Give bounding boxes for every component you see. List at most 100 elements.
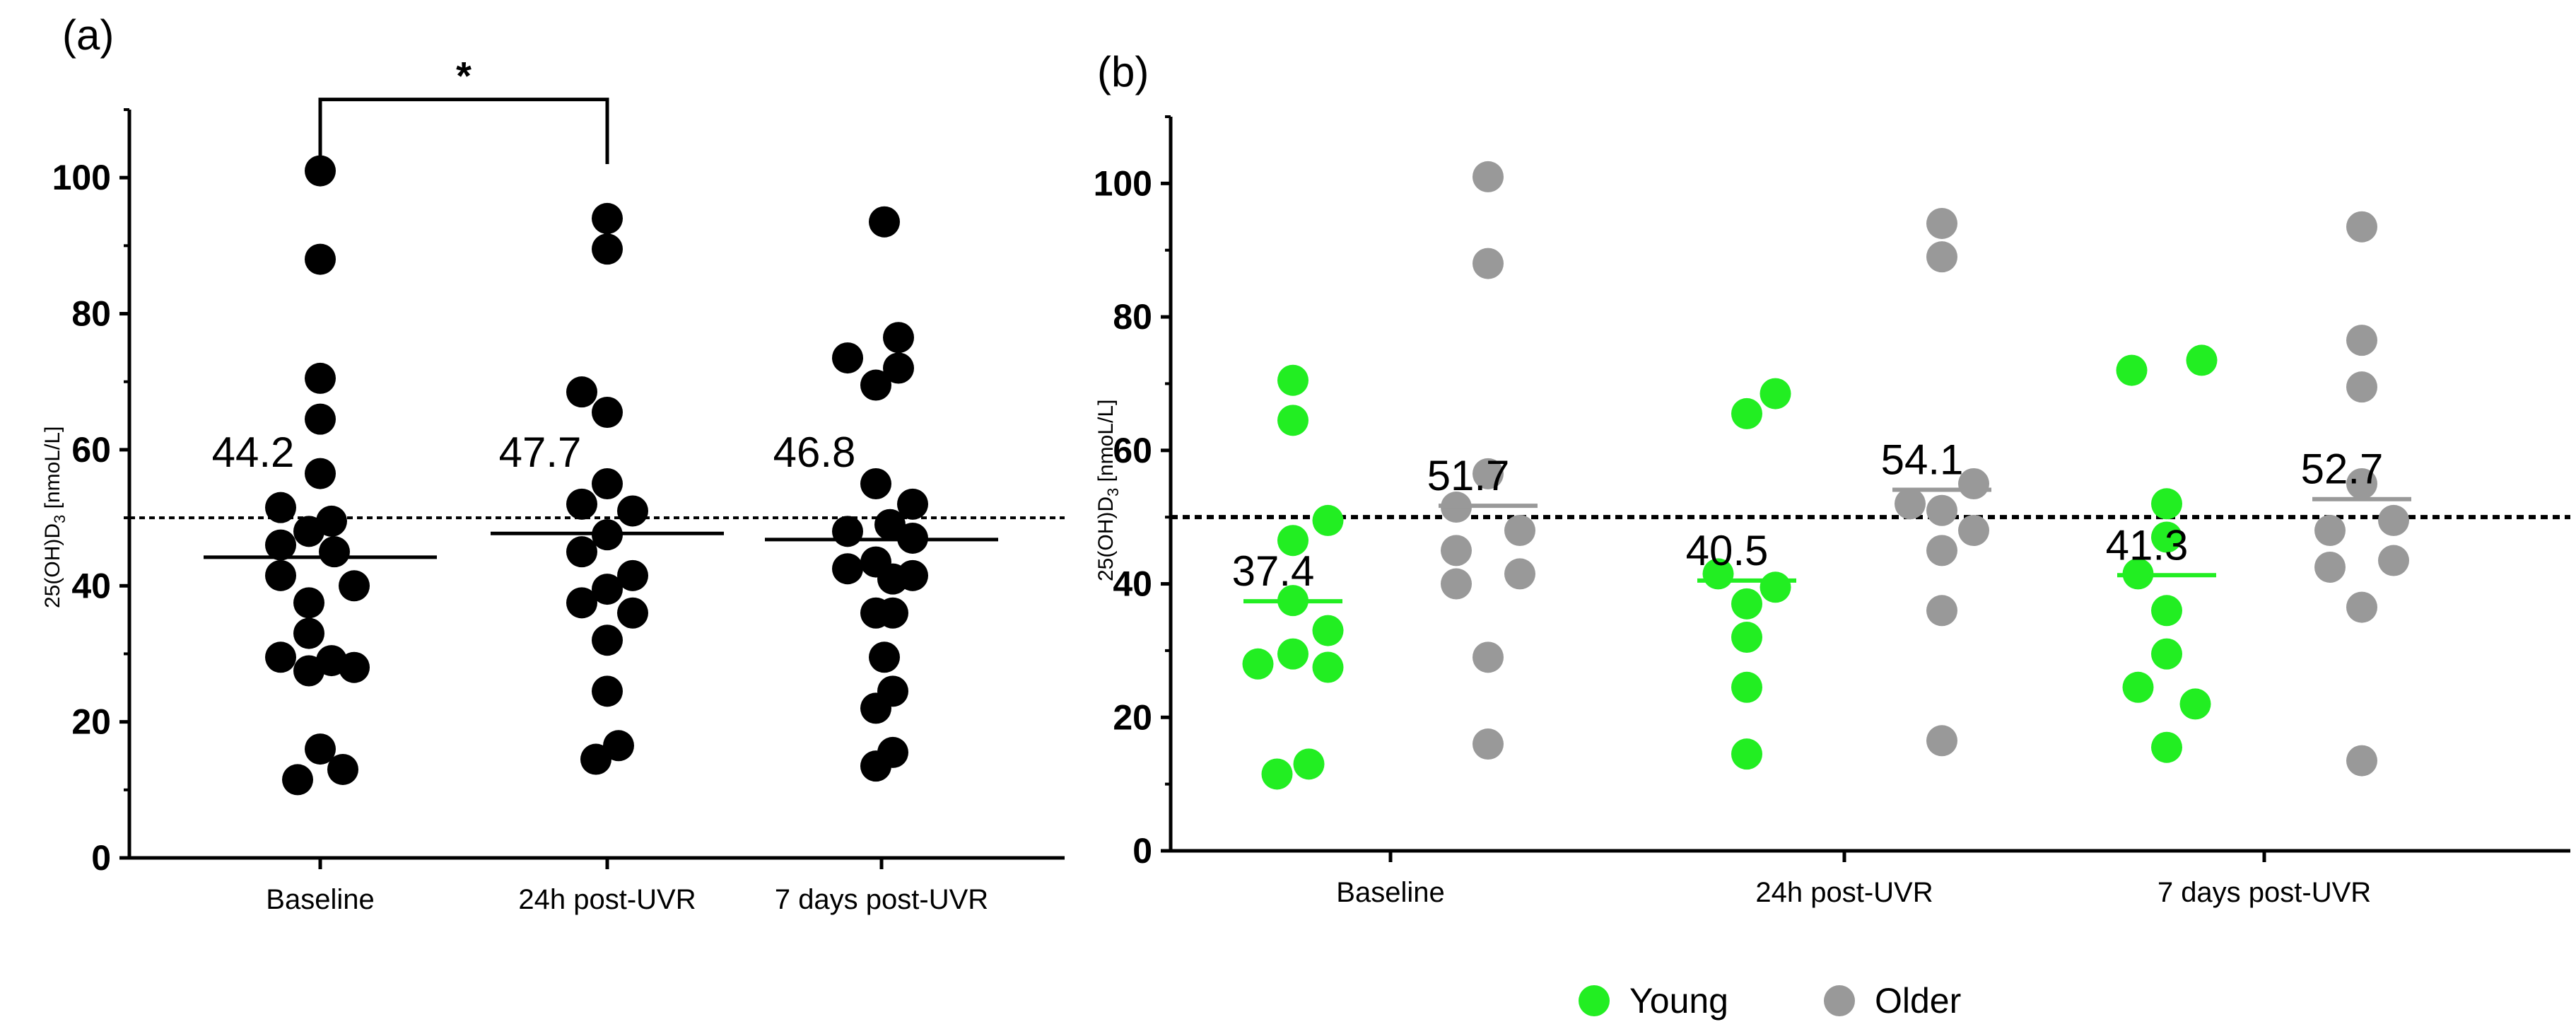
panel-b-mean-label-older-24h-post-uvr: 54.1	[1881, 436, 1964, 483]
panel-b-point-young-baseline-1	[1277, 405, 1309, 436]
panel-a-point-7-days-post-uvr-1	[883, 322, 914, 354]
panel-b-point-young-7-days-post-uvr-2	[2151, 488, 2182, 520]
panel-b-point-older-24h-post-uvr-5	[1926, 535, 1957, 567]
panel-a-point-24h-post-uvr-10	[592, 574, 623, 605]
panel-a-point-24h-post-uvr-12	[617, 597, 648, 629]
panel-b-y-tick-label-20: 20	[1113, 697, 1152, 737]
panel-a-point-baseline-8	[265, 529, 296, 561]
panel-a-point-24h-post-uvr-1	[592, 233, 623, 265]
panel-b-x-tick-label-baseline: Baseline	[1336, 877, 1444, 908]
panel-b-point-young-baseline-10	[1261, 758, 1293, 790]
panel-b-point-older-7-days-post-uvr-8	[2346, 591, 2377, 623]
panel-a-point-7-days-post-uvr-13	[877, 563, 908, 595]
panel-a-point-24h-post-uvr-5	[566, 488, 597, 520]
panel-a-point-baseline-7	[293, 516, 324, 547]
panel-a-point-7-days-post-uvr-0	[869, 206, 900, 238]
panel-a-point-7-days-post-uvr-6	[897, 488, 928, 520]
panel-b-point-older-baseline-7	[1504, 558, 1535, 590]
panel-b-point-young-24h-post-uvr-4	[1731, 588, 1762, 620]
panel-b-point-young-24h-post-uvr-6	[1731, 671, 1762, 703]
panel-b-point-older-24h-post-uvr-1	[1926, 241, 1957, 273]
panel-b-y-tick-label-60: 60	[1113, 431, 1152, 470]
panel-a-y-tick-label-40: 40	[71, 566, 111, 605]
panel-a-point-24h-post-uvr-13	[592, 625, 623, 656]
panel-a-label: (a)	[62, 11, 114, 59]
panel-b-point-older-24h-post-uvr-2	[1895, 488, 1926, 520]
panel-a-point-baseline-10	[265, 559, 296, 591]
panel-a-point-baseline-9	[319, 536, 350, 568]
panel-a-point-baseline-1	[305, 243, 336, 275]
legend-older-marker	[1824, 985, 1855, 1016]
panel-a-point-baseline-11	[339, 570, 370, 602]
panel-a-point-baseline-18	[305, 733, 336, 765]
panel-a-point-baseline-12	[293, 587, 324, 619]
panel-a-y-tick-label-80: 80	[71, 294, 111, 334]
panel-b-point-young-7-days-post-uvr-1	[2186, 344, 2218, 376]
panel-a-point-24h-post-uvr-4	[592, 468, 623, 499]
panel-b-y-tick-label-0: 0	[1132, 831, 1152, 871]
panel-b-point-older-7-days-post-uvr-9	[2346, 745, 2377, 777]
legend-young-label: Young	[1629, 981, 1728, 1021]
panel-b-y-tick-label-80: 80	[1113, 297, 1152, 337]
panel-b-point-young-baseline-6	[1277, 638, 1309, 670]
panel-b-y-tick-label-100: 100	[1094, 163, 1152, 203]
panel-b-point-young-baseline-5	[1312, 615, 1344, 646]
panel-b-y-axis-title: 25(OH)D3 [nmoL/L]	[1094, 400, 1122, 581]
panel-a-mean-label-baseline: 44.2	[212, 429, 295, 476]
panel-b-y-tick-label-40: 40	[1113, 564, 1152, 604]
legend-young-marker	[1579, 985, 1610, 1016]
panel-b-mean-label-young-7-days-post-uvr: 41.3	[2106, 521, 2189, 569]
panel-a-point-7-days-post-uvr-20	[860, 750, 891, 782]
panel-a-point-7-days-post-uvr-4	[860, 369, 891, 401]
panel-b-point-older-24h-post-uvr-7	[1926, 595, 1957, 627]
panel-b-point-young-7-days-post-uvr-8	[2179, 688, 2211, 720]
panel-a-point-baseline-4	[305, 458, 336, 489]
panel-a-y-tick-label-20: 20	[71, 702, 111, 742]
panel-b-x-tick-label-24h-post-uvr: 24h post-UVR	[1755, 877, 1933, 908]
panel-a-point-7-days-post-uvr-2	[832, 342, 863, 374]
panel-a-y-tick-label-100: 100	[52, 158, 111, 197]
panel-a-point-7-days-post-uvr-16	[869, 641, 900, 673]
panel-b-point-older-7-days-post-uvr-4	[2314, 515, 2346, 547]
panel-b-point-older-7-days-post-uvr-0	[2346, 211, 2377, 243]
panel-a-point-baseline-2	[305, 362, 336, 394]
panel-b-point-older-24h-post-uvr-6	[1958, 515, 1989, 547]
panel-b-point-young-baseline-9	[1293, 748, 1325, 780]
panel-a-point-7-days-post-uvr-18	[860, 692, 891, 724]
panel-b-point-young-baseline-3	[1277, 525, 1309, 557]
panel-a-significance-bracket	[318, 98, 609, 168]
panel-a-y-axis-title: 25(OH)D3 [nmoL/L]	[41, 426, 69, 608]
panel-a-point-baseline-5	[265, 492, 296, 523]
panel-b-point-young-baseline-7	[1242, 648, 1274, 680]
panel-b-point-young-7-days-post-uvr-9	[2151, 731, 2182, 763]
panel-b-point-older-7-days-post-uvr-2	[2346, 371, 2377, 403]
panel-a-point-baseline-19	[327, 753, 358, 785]
panel-b-point-older-baseline-2	[1473, 458, 1504, 489]
panel-b-point-older-7-days-post-uvr-1	[2346, 325, 2377, 356]
panel-b-point-young-baseline-2	[1312, 504, 1344, 536]
panel-b-point-older-7-days-post-uvr-3	[2346, 468, 2377, 499]
panel-b-point-older-baseline-8	[1473, 641, 1504, 673]
panel-b-point-older-7-days-post-uvr-6	[2314, 551, 2346, 583]
panel-b-point-young-baseline-8	[1312, 651, 1344, 683]
panel-a-x-tick-label-baseline: Baseline	[266, 884, 374, 915]
panel-a-point-7-days-post-uvr-15	[877, 597, 908, 629]
panel-a-point-24h-post-uvr-3	[592, 397, 623, 429]
panel-a-point-baseline-3	[305, 403, 336, 435]
panel-a-y-tick-label-60: 60	[71, 430, 111, 470]
panel-a-mean-label-7-days-post-uvr: 46.8	[773, 429, 856, 476]
panel-b-point-older-baseline-1	[1473, 248, 1504, 279]
panel-a-point-24h-post-uvr-0	[592, 202, 623, 234]
panel-b-point-young-7-days-post-uvr-3	[2151, 521, 2182, 553]
panel-b-point-young-24h-post-uvr-1	[1760, 378, 1791, 409]
panel-b-mean-label-older-7-days-post-uvr: 52.7	[2301, 446, 2384, 493]
panel-a-point-24h-post-uvr-6	[617, 495, 648, 527]
panel-a-point-24h-post-uvr-9	[617, 559, 648, 591]
panel-b-point-older-baseline-6	[1441, 568, 1472, 600]
panel-a-x-tick-label-24h-post-uvr: 24h post-UVR	[518, 884, 696, 915]
legend: Young Older	[1579, 981, 1961, 1021]
panel-b-point-young-baseline-0	[1277, 364, 1309, 396]
panel-a-point-24h-post-uvr-15	[603, 730, 634, 762]
panel-a-point-baseline-0	[305, 155, 336, 187]
